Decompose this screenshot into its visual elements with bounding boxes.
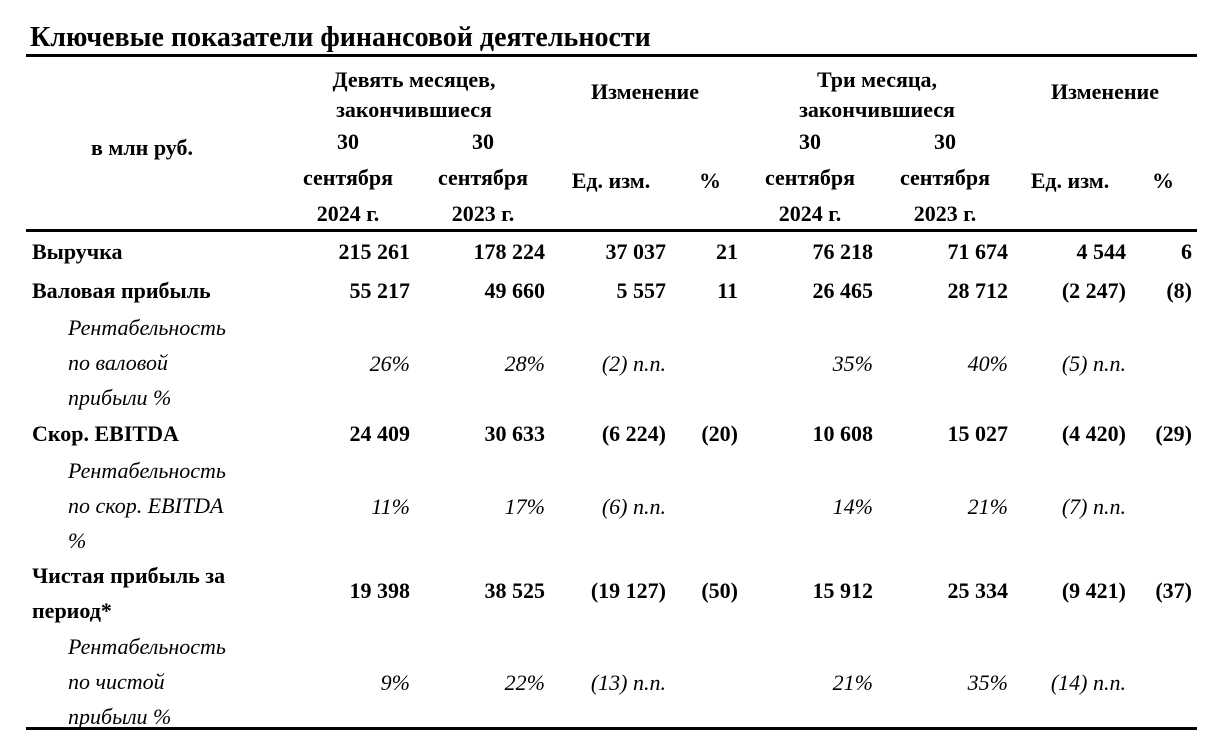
cell-value: 30 633 bbox=[484, 421, 546, 446]
cell-value: 4 544 bbox=[1076, 239, 1127, 264]
row-label: Валовая прибыль bbox=[32, 278, 211, 303]
cell-value: 14% bbox=[832, 494, 873, 519]
cell-value: 9% bbox=[380, 670, 410, 695]
cell-value: 25 334 bbox=[947, 578, 1009, 603]
header-date-2024-line: 30 bbox=[799, 129, 821, 154]
header-rule bbox=[26, 229, 1197, 232]
row-label: прибыли % bbox=[68, 385, 172, 410]
cell-value: (8) bbox=[1166, 278, 1192, 303]
bottom-rule bbox=[26, 727, 1197, 730]
cell-value: 55 217 bbox=[349, 278, 411, 303]
cell-value: 21 bbox=[716, 239, 738, 264]
cell-value: 28 712 bbox=[947, 278, 1009, 303]
cell-value: (6) п.п. bbox=[601, 494, 666, 519]
cell-value: (5) п.п. bbox=[1061, 351, 1126, 376]
top-rule bbox=[26, 54, 1197, 57]
header-date-2023-line: сентября bbox=[899, 165, 991, 190]
cell-value: 40% bbox=[967, 351, 1008, 376]
cell-value: 5 557 bbox=[616, 278, 667, 303]
cell-value: 11 bbox=[717, 278, 738, 303]
cell-value: 19 398 bbox=[349, 578, 411, 603]
header-date-2024-line: 30 bbox=[337, 129, 359, 154]
header-date-2024-line: 2024 г. bbox=[316, 201, 380, 226]
cell-value: 21% bbox=[967, 494, 1008, 519]
cell-value: (37) bbox=[1155, 578, 1192, 603]
cell-value: 21% bbox=[832, 670, 873, 695]
cell-value: 15 027 bbox=[947, 421, 1009, 446]
cell-value: 49 660 bbox=[484, 278, 546, 303]
cell-value: 35% bbox=[832, 351, 873, 376]
header-date-2023-line: 30 bbox=[934, 129, 956, 154]
cell-value: (19 127) bbox=[590, 578, 666, 603]
cell-value: 22% bbox=[504, 670, 545, 695]
row-label: Рентабельность bbox=[68, 315, 226, 340]
cell-value: 26 465 bbox=[812, 278, 874, 303]
page-title: Ключевые показатели финансовой деятельно… bbox=[30, 22, 651, 53]
cell-value: 15 912 bbox=[812, 578, 874, 603]
header-change-3m: Изменение bbox=[1051, 79, 1159, 104]
row-label: % bbox=[68, 528, 87, 553]
header-percent: % bbox=[1152, 168, 1174, 193]
cell-value: 10 608 bbox=[812, 421, 874, 446]
header-date-2024-line: сентября bbox=[302, 165, 394, 190]
cell-value: (4 420) bbox=[1061, 421, 1126, 446]
row-label: Рентабельность bbox=[68, 458, 226, 483]
row-label: по скор. EBITDA bbox=[68, 493, 224, 518]
cell-value: (20) bbox=[701, 421, 738, 446]
cell-value: (7) п.п. bbox=[1061, 494, 1126, 519]
header-unit: в млн руб. bbox=[90, 135, 194, 160]
header-date-2023-line: 2023 г. bbox=[913, 201, 977, 226]
cell-value: 76 218 bbox=[812, 239, 874, 264]
header-date-2024-line: 2024 г. bbox=[778, 201, 842, 226]
row-label: Рентабельность bbox=[68, 634, 226, 659]
cell-value: 215 261 bbox=[338, 239, 411, 264]
cell-value: 28% bbox=[504, 351, 545, 376]
cell-value: 37 037 bbox=[605, 239, 667, 264]
cell-value: (9 421) bbox=[1061, 578, 1126, 603]
cell-value: (29) bbox=[1155, 421, 1192, 446]
cell-value: 35% bbox=[967, 670, 1008, 695]
cell-value: (13) п.п. bbox=[590, 670, 666, 695]
row-label: Скор. EBITDA bbox=[32, 421, 179, 446]
header-change-9m: Изменение bbox=[591, 79, 699, 104]
header-date-2023-line: 2023 г. bbox=[451, 201, 515, 226]
cell-value: 11% bbox=[371, 494, 410, 519]
header-percent: % bbox=[699, 168, 721, 193]
cell-value: 24 409 bbox=[349, 421, 411, 446]
header-date-2024-line: сентября bbox=[764, 165, 856, 190]
header-nine-months-2: закончившиеся bbox=[336, 97, 492, 122]
row-label: прибыли % bbox=[68, 704, 172, 729]
row-label: по чистой bbox=[68, 669, 165, 694]
header-unit-change: Ед. изм. bbox=[571, 168, 651, 193]
cell-value: 6 bbox=[1181, 239, 1192, 264]
cell-value: 71 674 bbox=[947, 239, 1009, 264]
cell-value: (50) bbox=[701, 578, 738, 603]
row-label: по валовой bbox=[68, 350, 169, 375]
header-three-months-1: Три месяца, bbox=[816, 67, 938, 92]
cell-value: 38 525 bbox=[484, 578, 546, 603]
header-date-2023-line: сентября bbox=[437, 165, 529, 190]
cell-value: (14) п.п. bbox=[1050, 670, 1126, 695]
row-label: Чистая прибыль за bbox=[32, 563, 226, 588]
cell-value: (2 247) bbox=[1061, 278, 1126, 303]
header-date-2023-line: 30 bbox=[472, 129, 494, 154]
cell-value: (2) п.п. bbox=[601, 351, 666, 376]
cell-value: (6 224) bbox=[601, 421, 666, 446]
row-label: период* bbox=[32, 598, 112, 623]
header-nine-months-1: Девять месяцев, bbox=[332, 67, 496, 92]
header-three-months-2: закончившиеся bbox=[799, 97, 955, 122]
cell-value: 26% bbox=[369, 351, 410, 376]
header-unit-change: Ед. изм. bbox=[1030, 168, 1110, 193]
row-label: Выручка bbox=[32, 239, 123, 264]
cell-value: 17% bbox=[504, 494, 545, 519]
cell-value: 178 224 bbox=[473, 239, 546, 264]
